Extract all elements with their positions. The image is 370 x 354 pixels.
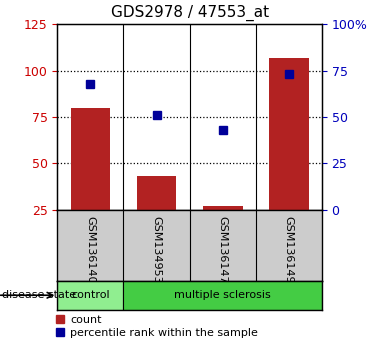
Bar xyxy=(57,281,124,310)
Legend: count, percentile rank within the sample: count, percentile rank within the sample xyxy=(56,315,258,337)
Text: GSM136149: GSM136149 xyxy=(284,216,294,283)
Bar xyxy=(203,206,242,210)
Bar xyxy=(124,281,322,310)
Bar xyxy=(71,108,110,210)
Text: disease state: disease state xyxy=(2,290,76,300)
Text: GSM136147: GSM136147 xyxy=(218,216,228,283)
Text: multiple sclerosis: multiple sclerosis xyxy=(174,290,271,300)
Text: GSM136140: GSM136140 xyxy=(85,216,95,283)
Text: GSM134953: GSM134953 xyxy=(152,216,162,283)
Title: GDS2978 / 47553_at: GDS2978 / 47553_at xyxy=(111,5,269,21)
Text: control: control xyxy=(71,290,110,300)
Bar xyxy=(269,57,309,210)
Bar xyxy=(137,176,176,210)
